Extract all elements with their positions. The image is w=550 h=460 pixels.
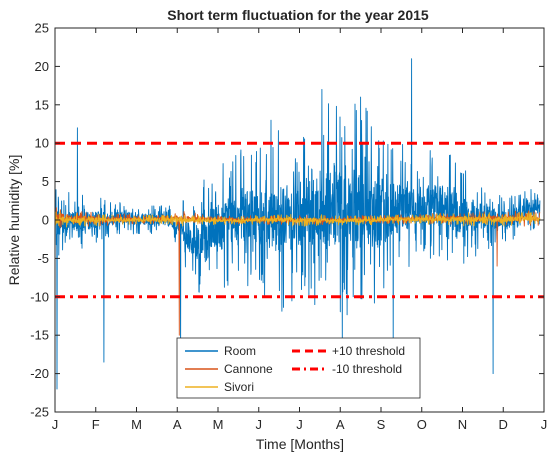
- legend-label-plus-10-threshold: +10 threshold: [332, 344, 405, 358]
- y-axis: -25 -20 -15 -10 -5 0 5 10 15 20 25: [30, 21, 544, 420]
- x-tick-label: M: [213, 417, 224, 432]
- y-tick-label: -25: [30, 405, 49, 420]
- x-tick-label: N: [458, 417, 467, 432]
- y-tick-label: 15: [35, 97, 49, 112]
- y-tick-label: 0: [42, 213, 49, 228]
- legend-label-room: Room: [224, 344, 256, 358]
- legend-label-minus-10-threshold: -10 threshold: [332, 362, 402, 376]
- y-tick-label: 25: [35, 21, 49, 36]
- y-tick-label: -15: [30, 328, 49, 343]
- x-tick-label: J: [541, 417, 548, 432]
- x-tick-label: M: [131, 417, 142, 432]
- series-line-sivori: [55, 211, 541, 228]
- x-tick-label: J: [256, 417, 263, 432]
- x-tick-label: O: [417, 417, 427, 432]
- x-tick-label: A: [173, 417, 182, 432]
- y-axis-label: Relative humidity [%]: [6, 155, 22, 286]
- x-tick-label: J: [296, 417, 303, 432]
- x-axis-label: Time [Months]: [256, 436, 344, 452]
- chart-title: Short term fluctuation for the year 2015: [167, 7, 429, 23]
- x-tick-label: J: [52, 417, 59, 432]
- y-tick-label: 5: [42, 174, 49, 189]
- x-tick-label: D: [499, 417, 508, 432]
- x-tick-label: A: [336, 417, 345, 432]
- series-layer: [55, 58, 544, 390]
- legend: Room Cannone Sivori +10 threshold -10 th…: [176, 337, 421, 399]
- y-tick-label: -10: [30, 289, 49, 304]
- y-tick-label: -5: [37, 251, 49, 266]
- x-tick-label: S: [377, 417, 386, 432]
- y-tick-label: 10: [35, 136, 49, 151]
- y-tick-label: -20: [30, 366, 49, 381]
- legend-label-cannone: Cannone: [224, 362, 273, 376]
- y-tick-label: 20: [35, 59, 49, 74]
- legend-label-sivori: Sivori: [224, 380, 254, 394]
- x-tick-label: F: [92, 417, 100, 432]
